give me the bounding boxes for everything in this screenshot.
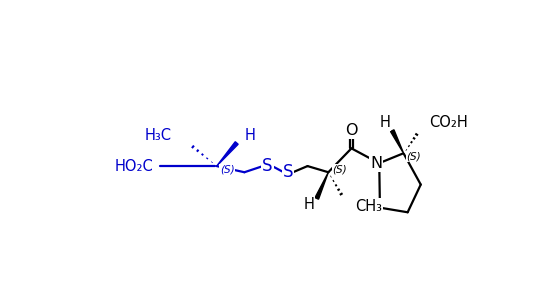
Text: (S): (S) bbox=[220, 164, 234, 174]
Text: (S): (S) bbox=[406, 151, 421, 161]
Polygon shape bbox=[315, 172, 328, 199]
Text: S: S bbox=[283, 163, 294, 181]
Text: CH₃: CH₃ bbox=[355, 199, 382, 214]
Text: (S): (S) bbox=[332, 165, 347, 175]
Text: H: H bbox=[245, 128, 255, 143]
Text: S: S bbox=[262, 157, 273, 175]
Text: H: H bbox=[380, 115, 391, 130]
Text: HO₂C: HO₂C bbox=[115, 159, 153, 174]
Text: N: N bbox=[370, 156, 382, 171]
Polygon shape bbox=[217, 142, 238, 166]
Text: H: H bbox=[303, 197, 314, 212]
Text: CO₂H: CO₂H bbox=[429, 115, 468, 130]
Text: H₃C: H₃C bbox=[144, 128, 171, 143]
Text: O: O bbox=[345, 123, 357, 138]
Polygon shape bbox=[390, 130, 404, 154]
